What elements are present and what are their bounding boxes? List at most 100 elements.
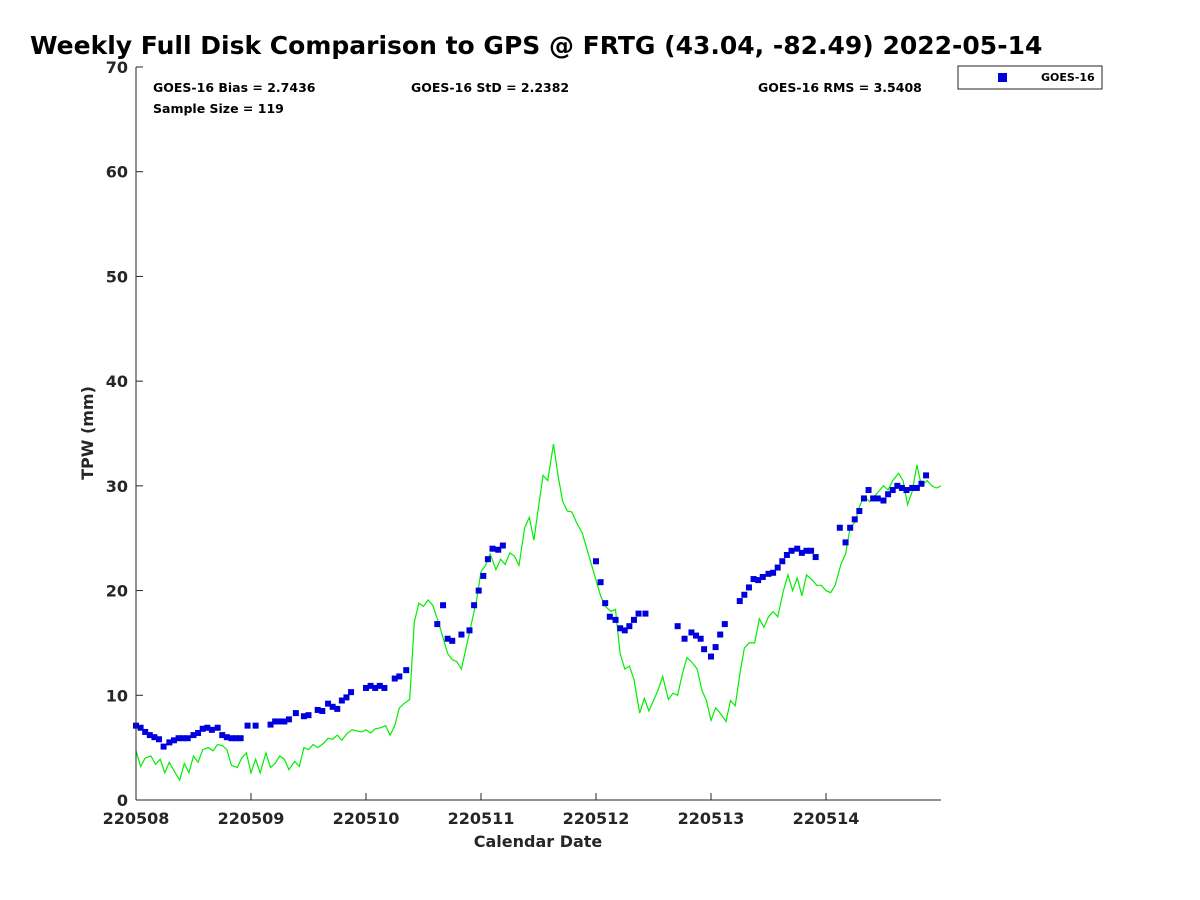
goes-16-point [281, 718, 288, 725]
goes-16-point [199, 725, 206, 732]
goes-16-point [495, 546, 502, 553]
goes-16-point [180, 735, 187, 742]
y-tick-label: 20 [106, 582, 128, 601]
goes-16-point [765, 570, 772, 577]
chart-title: Weekly Full Disk Comparison to GPS @ FRT… [30, 31, 1042, 60]
goes-16-point [903, 487, 910, 494]
goes-16-point [759, 573, 766, 580]
goes-16-point [305, 712, 312, 719]
goes-16-point [889, 487, 896, 494]
goes-16-point [774, 564, 781, 571]
goes-16-point [244, 722, 251, 729]
goes-16-point [913, 484, 920, 491]
goes-16-point [151, 734, 158, 741]
gps-series [135, 443, 942, 782]
goes-16-point [812, 554, 819, 561]
goes-16-point [208, 726, 215, 733]
goes-16-point [237, 735, 244, 742]
std-stat: GOES-16 StD = 2.2382 [411, 80, 569, 95]
x-axis-ticks: 220508 220509 220510 220511 220512 220513 2205… [103, 793, 860, 828]
goes-16-point [292, 710, 299, 717]
goes-16-point [860, 495, 867, 502]
y-axis-label: TPW (mm) [78, 386, 97, 480]
goes-16-point [403, 667, 410, 674]
goes-16-point [499, 542, 506, 549]
goes-16-point [480, 572, 487, 579]
goes-16-point [372, 684, 379, 691]
goes-16-point [808, 547, 815, 554]
goes-16-point [343, 694, 350, 701]
goes-16-point [870, 495, 877, 502]
goes-16-point [267, 721, 274, 728]
goes-16-point [458, 631, 465, 638]
x-tick-label: 220508 [103, 809, 170, 828]
goes-16-point [750, 576, 757, 583]
x-tick-label: 220509 [218, 809, 285, 828]
goes-16-point [842, 539, 849, 546]
goes-16-point [146, 732, 153, 739]
goes-16-point [489, 545, 496, 552]
goes-16-point [376, 682, 383, 689]
sample-size-stat: Sample Size = 119 [153, 101, 284, 116]
x-tick-label: 220510 [333, 809, 400, 828]
goes-16-point [894, 482, 901, 489]
goes-16-point [783, 551, 790, 558]
goes-16-point [160, 743, 167, 750]
goes-16-point [363, 684, 369, 691]
goes-16-point [642, 610, 649, 617]
goes-16-point [272, 718, 279, 725]
goes-16-point [329, 703, 336, 710]
goes-16-point [612, 616, 619, 623]
goes-16-point [794, 545, 801, 552]
goes-16-point [434, 621, 441, 628]
goes-16-point [444, 635, 451, 642]
goes-16-point [484, 556, 491, 563]
goes-16-point [334, 705, 341, 712]
goes-16-point [712, 644, 719, 651]
y-tick-label: 70 [106, 58, 128, 77]
goes-16-point [770, 569, 777, 576]
legend-marker-goes-16 [998, 73, 1007, 82]
y-tick-label: 40 [106, 372, 128, 391]
goes-16-point [593, 558, 599, 565]
goes-16-point [803, 547, 810, 554]
goes-16-point [319, 707, 326, 714]
goes-16-point [137, 724, 144, 731]
goes-16-point [630, 616, 637, 623]
goes-16-point [923, 472, 930, 479]
goes-16-point [688, 629, 695, 636]
goes-16-point [788, 547, 795, 554]
goes-16-point [190, 732, 197, 739]
goes-16-point [798, 549, 805, 556]
goes-16-point [918, 480, 925, 487]
goes-16-point [621, 627, 628, 634]
goes-16-point [449, 637, 456, 644]
goes-16-point [338, 697, 345, 704]
goes-16-point [701, 646, 708, 653]
goes-16-point [391, 675, 398, 682]
goes-16-point [156, 736, 162, 743]
x-tick-label: 220512 [563, 809, 630, 828]
x-tick-label: 220514 [793, 809, 860, 828]
x-tick-label: 220513 [678, 809, 745, 828]
goes-16-point [475, 587, 482, 594]
goes-16-point [466, 627, 473, 634]
goes-16-point [708, 653, 714, 660]
goes-16-point [697, 635, 704, 642]
goes-16-point [898, 484, 905, 491]
y-axis-ticks: 0 10 20 30 40 50 60 70 [106, 58, 143, 810]
goes-16-point [367, 682, 374, 689]
y-tick-label: 10 [106, 686, 128, 705]
goes-16-point [836, 524, 843, 531]
goes-16-point [851, 516, 858, 523]
goes-16-point [745, 584, 752, 591]
goes-16-point [635, 610, 642, 617]
goes-16-point [440, 602, 447, 609]
goes-16-point [204, 724, 211, 731]
y-tick-label: 50 [106, 267, 128, 286]
goes-16-point [741, 591, 748, 598]
goes-16-point [693, 632, 700, 639]
goes-16-point [874, 495, 881, 502]
goes-16-point [285, 716, 292, 723]
